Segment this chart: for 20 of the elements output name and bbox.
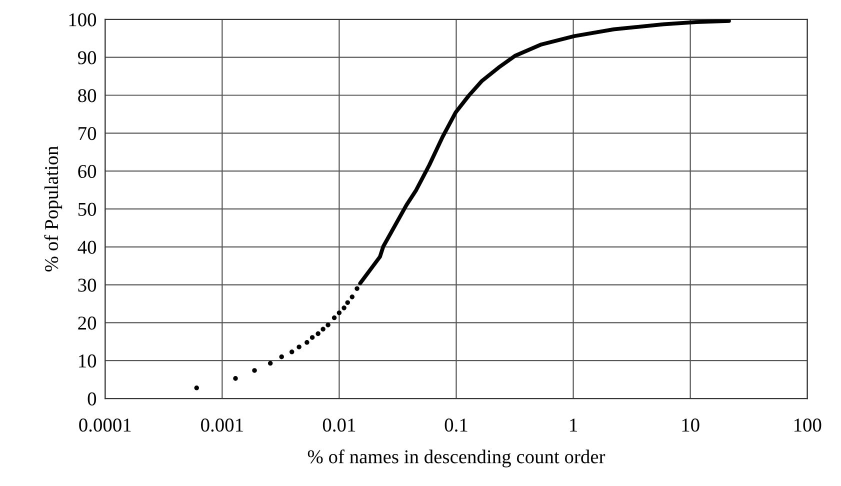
y-axis-title: % of Population [44, 146, 62, 272]
x-axis-title: % of names in descending count order [308, 449, 606, 468]
y-tick-label: 40 [78, 240, 96, 254]
y-tick-label: 20 [78, 316, 96, 330]
x-tick-label: 0.001 [201, 418, 243, 432]
y-tick-label: 0 [88, 392, 96, 406]
y-tick-label: 100 [69, 13, 96, 26]
x-tick-label: 0.0001 [79, 418, 131, 432]
x-tick-label: 1 [570, 418, 577, 432]
x-tick-label: 0.1 [444, 418, 468, 432]
y-tick-label: 90 [78, 51, 96, 64]
x-tick-label: 10 [682, 418, 700, 432]
y-tick-label: 30 [78, 278, 96, 292]
y-tick-label: 60 [78, 164, 96, 178]
y-tick-label: 50 [78, 202, 96, 216]
y-tick-label: 10 [79, 354, 96, 368]
y-tick-label: 80 [78, 89, 96, 102]
y-tick-label: 70 [78, 126, 96, 140]
x-tick-label: 100 [794, 418, 822, 432]
x-tick-label: 0.01 [322, 418, 356, 432]
